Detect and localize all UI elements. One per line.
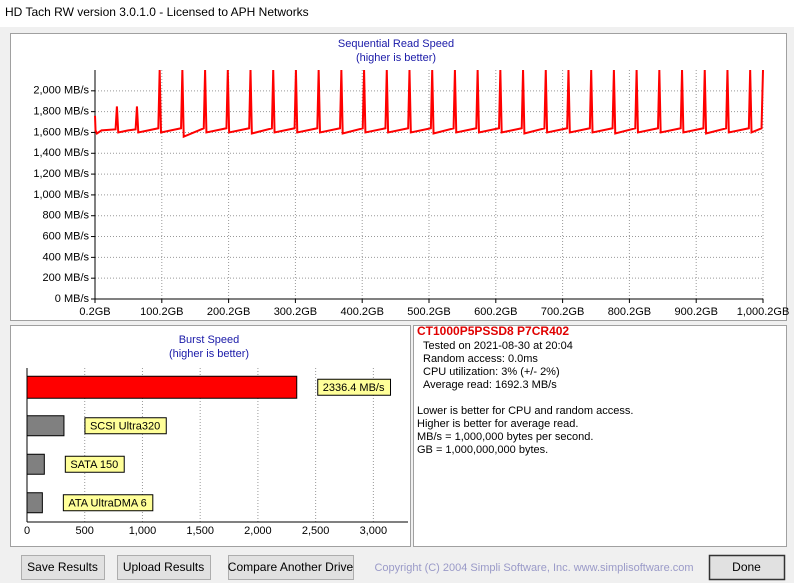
data-line xyxy=(94,69,764,139)
drive-note: MB/s = 1,000,000 bytes per second. xyxy=(417,431,593,443)
button[interactable] xyxy=(228,555,354,580)
x-tick-label: 1,500 xyxy=(186,525,214,537)
label-box xyxy=(64,455,125,473)
button[interactable] xyxy=(117,555,211,580)
label-box xyxy=(62,494,154,512)
drive-detail: Average read: 1692.3 MB/s xyxy=(423,379,557,391)
button[interactable] xyxy=(708,554,786,581)
y-tick-label: 0 MB/s xyxy=(55,293,90,305)
x-tick-label: 0.2GB xyxy=(79,306,110,318)
x-tick-label: 700.2GB xyxy=(541,306,584,318)
drive-detail: Tested on 2021-08-30 at 20:04 xyxy=(423,340,573,352)
y-tick-label: 600 MB/s xyxy=(43,230,90,242)
value-label: 2336.4 MB/s xyxy=(323,382,385,394)
bar xyxy=(26,375,298,399)
drive-detail: CPU utilization: 3% (+/- 2%) xyxy=(423,366,560,378)
x-tick-label: 100.2GB xyxy=(140,306,183,318)
y-tick-label: 400 MB/s xyxy=(43,251,90,263)
button[interactable] xyxy=(21,555,105,580)
x-tick-label: 300.2GB xyxy=(274,306,317,318)
label-box xyxy=(317,378,392,396)
button-label[interactable]: Compare Another Drive xyxy=(228,560,354,574)
x-tick-label: 500 xyxy=(76,525,94,537)
y-tick-label: 1,000 MB/s xyxy=(33,189,89,201)
y-tick-label: 2,000 MB/s xyxy=(33,85,89,97)
label-box xyxy=(84,417,167,435)
copyright: Copyright (C) 2004 Simpli Software, Inc.… xyxy=(374,562,693,574)
y-tick-label: 1,800 MB/s xyxy=(33,106,89,118)
drive-detail: Random access: 0.0ms xyxy=(423,353,538,365)
chart-subtitle: (higher is better) xyxy=(356,52,436,64)
bar xyxy=(26,492,43,514)
y-tick-label: 200 MB/s xyxy=(43,272,90,284)
x-tick-label: 2,500 xyxy=(302,525,330,537)
category-label: ATA UltraDMA 6 xyxy=(68,498,146,510)
drive-note: GB = 1,000,000,000 bytes. xyxy=(417,444,548,456)
x-tick-label: 200.2GB xyxy=(207,306,250,318)
y-tick-label: 1,200 MB/s xyxy=(33,168,89,180)
x-tick-label: 800.2GB xyxy=(608,306,651,318)
drive-note: Higher is better for average read. xyxy=(417,418,578,430)
button-label[interactable]: Upload Results xyxy=(123,560,204,574)
y-tick-label: 1,400 MB/s xyxy=(33,147,89,159)
x-tick-label: 3,000 xyxy=(360,525,388,537)
x-tick-label: 0 xyxy=(24,525,30,537)
x-tick-label: 1,000.2GB xyxy=(737,306,790,318)
chart-title: Sequential Read Speed xyxy=(338,38,454,50)
x-tick-label: 400.2GB xyxy=(340,306,383,318)
x-tick-label: 1,000 xyxy=(129,525,157,537)
bar xyxy=(26,453,45,475)
info-panel xyxy=(413,325,787,547)
x-tick-label: 900.2GB xyxy=(674,306,717,318)
bar xyxy=(26,415,65,437)
x-tick-label: 600.2GB xyxy=(474,306,517,318)
y-tick-label: 1,600 MB/s xyxy=(33,126,89,138)
title-bar xyxy=(0,0,794,27)
chart-title: Burst Speed xyxy=(179,334,240,346)
window-title: HD Tach RW version 3.0.1.0 - Licensed to… xyxy=(5,5,309,19)
chart-subtitle: (higher is better) xyxy=(169,348,249,360)
category-label: SCSI Ultra320 xyxy=(90,421,160,433)
drive-name: CT1000P5PSSD8 P7CR402 xyxy=(417,324,569,338)
x-tick-label: 500.2GB xyxy=(407,306,450,318)
button-label[interactable]: Save Results xyxy=(27,560,98,574)
drive-note: Lower is better for CPU and random acces… xyxy=(417,405,633,417)
button-label[interactable]: Done xyxy=(732,560,761,574)
y-tick-label: 800 MB/s xyxy=(43,210,90,222)
category-label: SATA 150 xyxy=(70,459,118,471)
x-tick-label: 2,000 xyxy=(244,525,272,537)
